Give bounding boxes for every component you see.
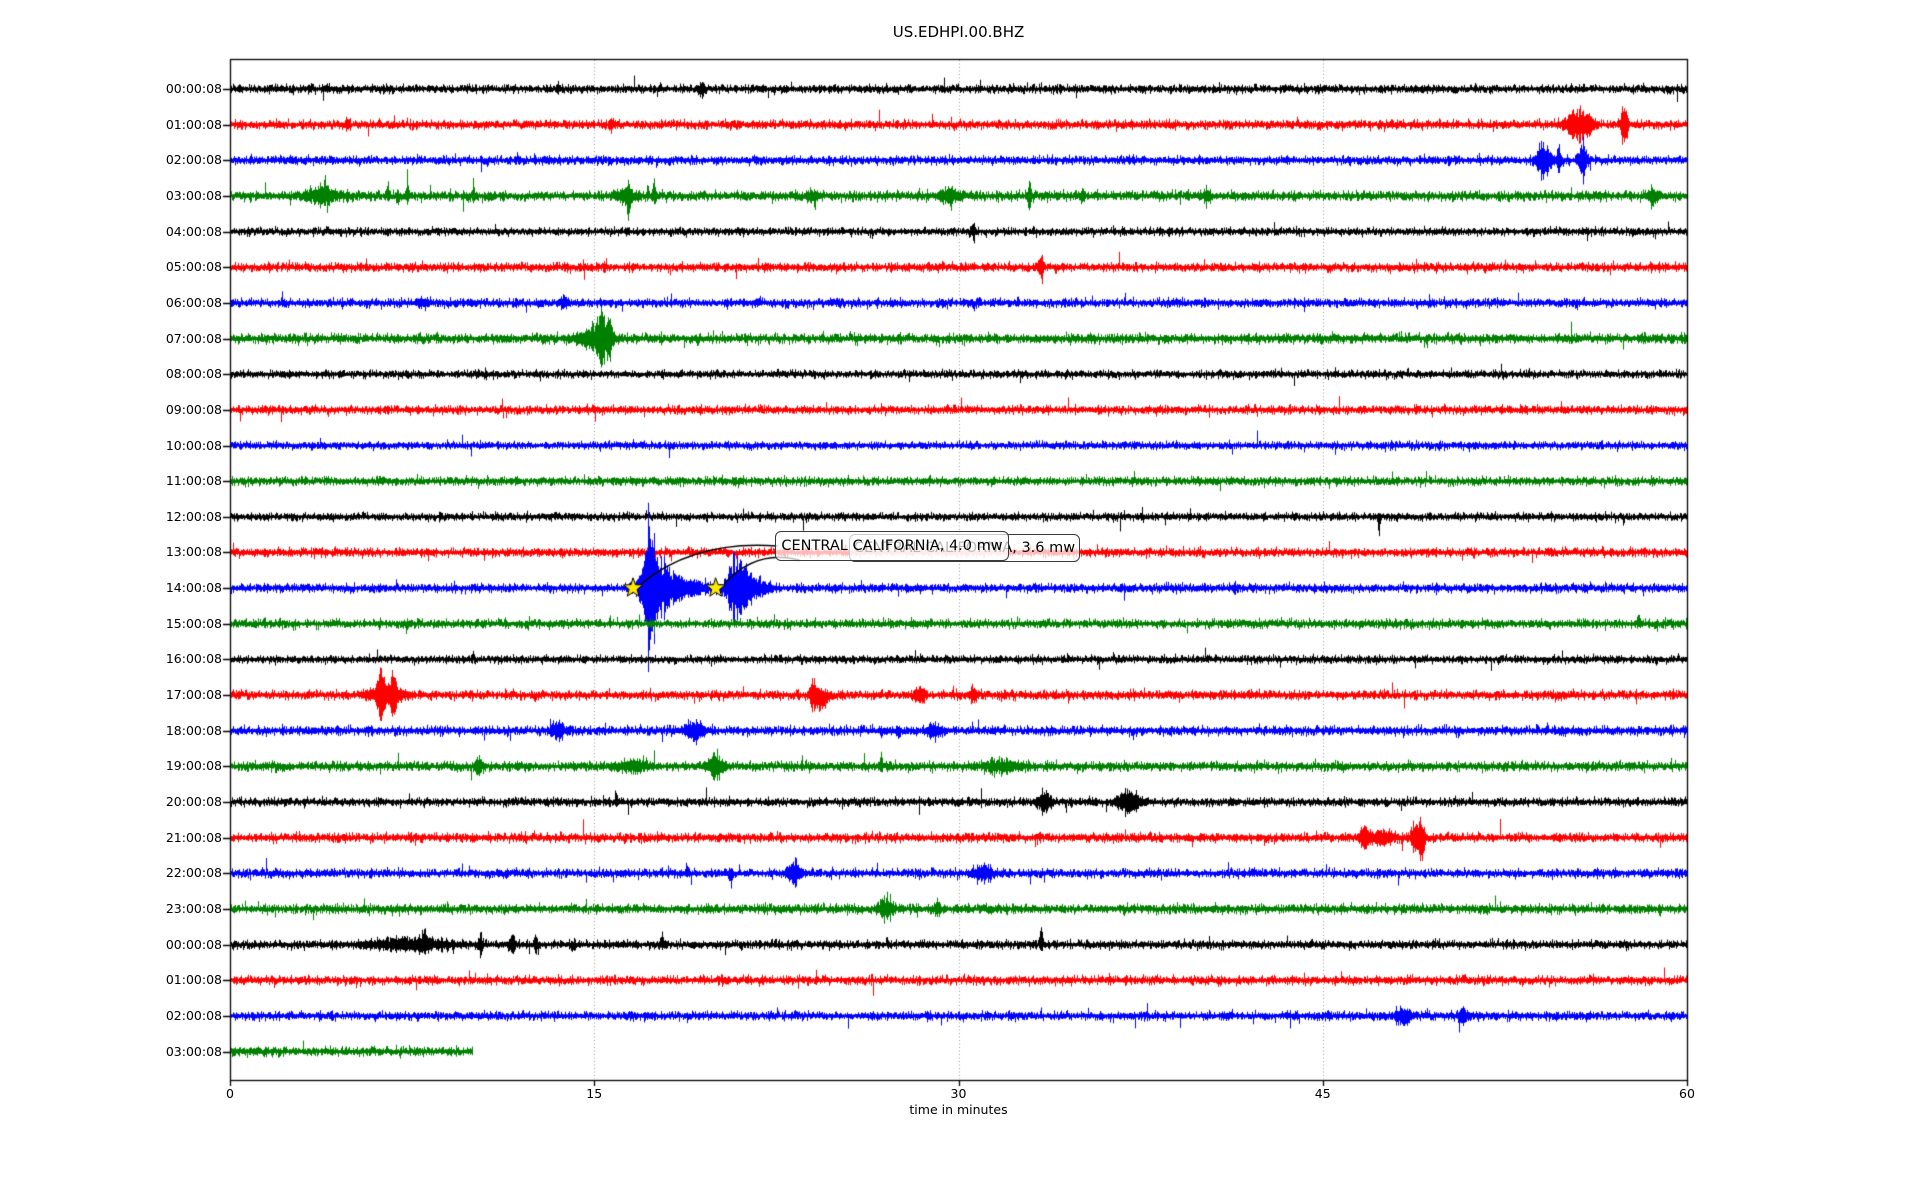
row-label: 03:00:08 (165, 1043, 222, 1059)
x-axis-title: time in minutes (909, 1102, 1008, 1117)
row-label: 08:00:08 (165, 366, 222, 382)
row-label: 14:00:08 (165, 580, 222, 596)
annotation-front-text: CENTRAL CALIFORNIA, 4.0 mw (781, 538, 1003, 554)
row-label: 05:00:08 (165, 259, 222, 275)
row-label: 20:00:08 (165, 794, 222, 809)
row-label: 18:00:08 (165, 722, 222, 738)
x-tick-label: 60 (1679, 1086, 1695, 1101)
row-label: 12:00:08 (165, 508, 222, 524)
row-label: 15:00:08 (165, 615, 222, 631)
row-label: 22:00:08 (165, 865, 222, 881)
row-label: 17:00:08 (165, 687, 222, 703)
annotation-box-front: CENTRAL CALIFORNIA, 4.0 mw (775, 531, 1009, 561)
row-label: 16:00:08 (165, 651, 222, 667)
row-label: 00:00:08 (165, 81, 222, 96)
row-label: 03:00:08 (165, 187, 222, 203)
row-label: 02:00:08 (165, 152, 222, 168)
x-tick-label: 45 (1314, 1086, 1331, 1101)
row-label: 01:00:08 (165, 972, 222, 988)
x-tick-label: 0 (226, 1086, 234, 1101)
row-label: 09:00:08 (165, 401, 222, 417)
row-label: 07:00:08 (165, 330, 222, 346)
row-label: 00:00:08 (165, 936, 222, 952)
x-tick-label: 15 (586, 1086, 603, 1101)
row-label: 23:00:08 (165, 900, 222, 916)
row-label: 04:00:08 (165, 223, 222, 239)
row-label: 01:00:08 (165, 116, 222, 132)
row-label: 13:00:08 (165, 544, 222, 560)
row-label: 21:00:08 (165, 829, 222, 845)
row-label: 06:00:08 (165, 294, 222, 310)
row-label: 02:00:08 (165, 1007, 222, 1023)
row-label: 11:00:08 (165, 473, 222, 489)
x-tick-label: 30 (950, 1086, 967, 1101)
row-label: 10:00:08 (165, 437, 222, 453)
row-label: 19:00:08 (165, 758, 222, 774)
